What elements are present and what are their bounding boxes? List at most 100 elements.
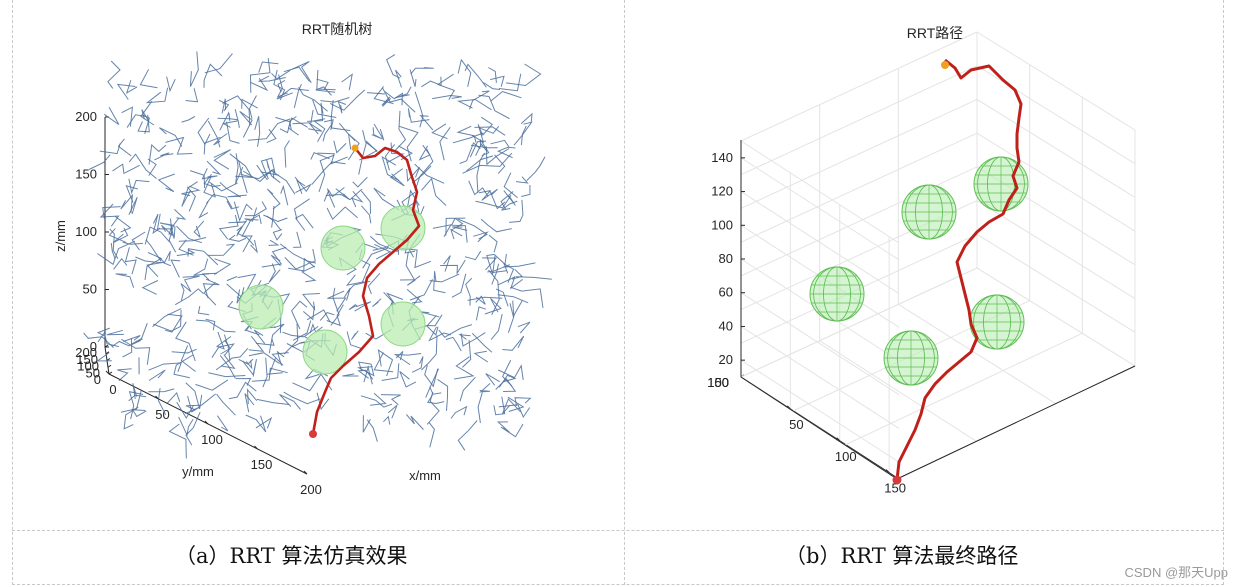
tree-branch — [333, 140, 347, 154]
tree-branch — [418, 144, 431, 161]
tree-branch — [360, 190, 371, 214]
grid-line — [976, 267, 1136, 367]
tree-branch — [107, 60, 121, 89]
tree-branch — [221, 354, 236, 370]
tree-branch — [307, 102, 324, 122]
tree-branch — [301, 265, 317, 283]
tree-branch — [363, 365, 373, 385]
tree-branch — [203, 176, 216, 198]
x-tick-label: 50 — [155, 407, 169, 422]
tree-branch — [406, 414, 424, 430]
tree-branch — [387, 404, 398, 419]
tree-branch — [176, 225, 203, 244]
z-tick-label: 40 — [719, 318, 733, 333]
tree-branch — [293, 231, 302, 248]
tree-branch — [426, 391, 440, 425]
tree-branch — [154, 152, 174, 161]
tree-branch — [329, 89, 366, 111]
tree-branch — [475, 295, 486, 305]
sphere-outline — [238, 284, 284, 330]
obstacle-sphere — [883, 330, 939, 386]
tree-branch — [451, 273, 467, 298]
tree-branch — [373, 86, 394, 105]
start-point — [309, 430, 317, 438]
tree-branch — [439, 127, 451, 161]
tree-branch — [157, 388, 167, 416]
tree-branch — [226, 121, 240, 144]
tree-branch — [385, 54, 401, 79]
tree-branch — [485, 373, 500, 386]
tree-branch — [193, 220, 205, 238]
tree-branch — [236, 220, 255, 246]
tree-branch — [501, 200, 518, 211]
tree-branch — [248, 352, 280, 365]
tree-branch — [176, 249, 196, 257]
tree-branch — [213, 149, 231, 170]
tree-branch — [520, 125, 527, 146]
tree-branch — [515, 276, 552, 280]
tree-branch — [356, 363, 375, 377]
tree-branch — [271, 352, 289, 366]
tree-branch — [208, 181, 238, 192]
tree-branch — [195, 379, 229, 391]
path-line — [895, 58, 1023, 481]
caption-b: （b）RRT 算法最终路径 — [785, 544, 1019, 568]
tree-branch — [308, 122, 322, 135]
tree-branch — [228, 221, 247, 224]
tree-branch — [250, 239, 258, 254]
tree-branch — [486, 253, 507, 274]
tree-branch — [249, 58, 271, 93]
tree-branch — [316, 392, 330, 411]
tree-branch — [498, 404, 531, 419]
tree-branch — [345, 274, 365, 286]
caption-divider — [12, 530, 1224, 531]
x-tick-label: 50 — [789, 417, 803, 432]
tree-branch — [203, 173, 221, 188]
tree-branch — [114, 215, 132, 233]
tree-branch — [193, 258, 209, 276]
tree-branch — [131, 231, 146, 251]
z-tick-label: 140 — [711, 150, 733, 165]
z-tick-label: 80 — [719, 251, 733, 266]
grid-line — [740, 326, 900, 429]
panel-rrt-tree: 0 50 100 150 200 0 50 100 150 200 0 50 100 150 200 RRT随… — [13, 0, 623, 528]
panel-rrt-path: 50 100 150 50 100 150 20 40 60 80 100 120 140 RRT路径 — [625, 0, 1223, 528]
tree-branch — [383, 415, 391, 425]
tree-branch — [253, 329, 266, 344]
tree-branch — [338, 122, 352, 150]
x-tick — [254, 445, 258, 450]
tree-branch — [195, 319, 236, 333]
tree-branch — [399, 251, 416, 281]
tree-branch — [139, 69, 158, 89]
tree-branch — [272, 229, 283, 241]
figure-frame — [12, 0, 1224, 585]
tree-branch — [226, 200, 240, 210]
tree-branch — [178, 416, 194, 437]
tree-branch — [266, 215, 282, 231]
tree-branch — [513, 121, 533, 146]
goal-point — [941, 61, 949, 69]
tree-branch — [228, 381, 257, 400]
tree-branch — [411, 165, 432, 184]
tree-branch — [271, 69, 291, 80]
x-tick-label: 100 — [201, 432, 223, 447]
tree-branch — [207, 243, 236, 256]
tree-branch — [493, 396, 506, 416]
tree-branch — [352, 176, 368, 188]
tree-branch — [347, 133, 360, 161]
tree-branch — [450, 228, 463, 240]
tree-branch — [310, 151, 330, 160]
tree-branch — [110, 243, 116, 259]
tree-branch — [170, 259, 181, 278]
tree-branch — [459, 142, 481, 164]
tree-branch — [185, 395, 201, 415]
tree-branch — [312, 99, 337, 118]
tree-branch — [414, 91, 424, 128]
tree-branch — [260, 157, 276, 180]
obstacle-sphere — [320, 225, 366, 271]
tree-branch — [228, 234, 247, 242]
tree-branch — [440, 259, 466, 276]
tree-branch — [168, 217, 180, 253]
tree-branch — [206, 160, 222, 176]
z-tick-label: 100 — [75, 224, 97, 239]
